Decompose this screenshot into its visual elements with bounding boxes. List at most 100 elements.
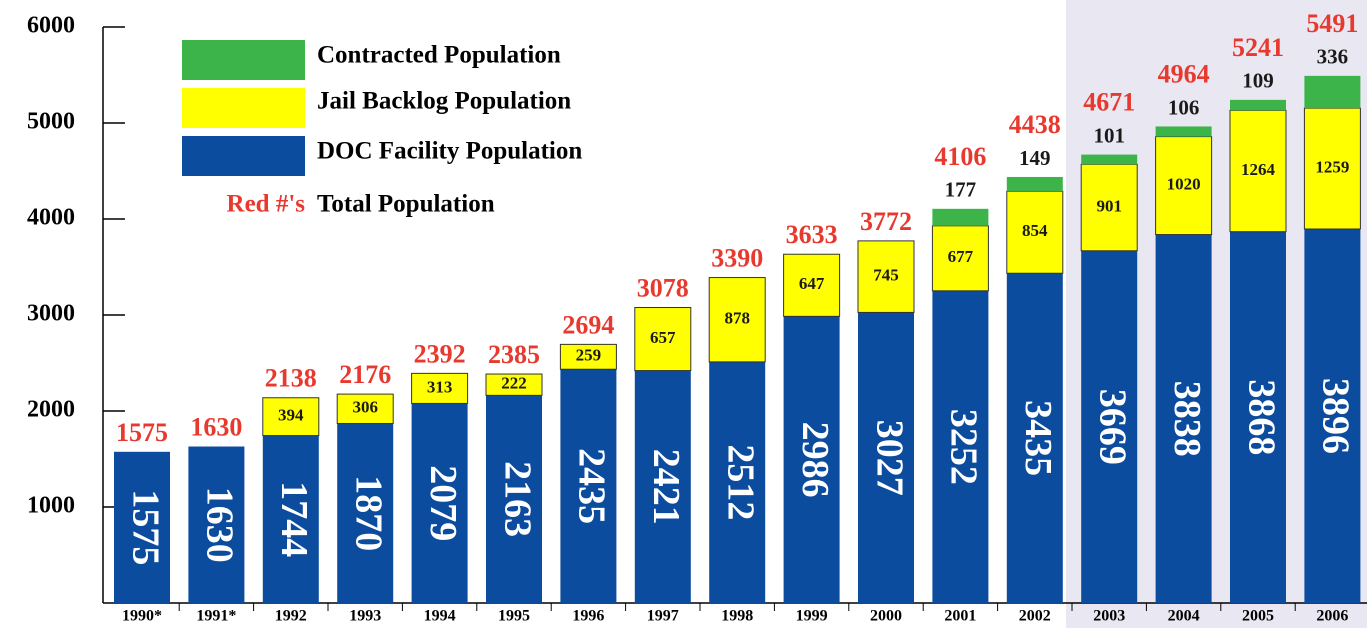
bar-segment <box>411 372 469 404</box>
bar-value-label: 259 <box>576 346 602 365</box>
total-label: 2385 <box>488 340 540 369</box>
x-tick-label: 2003 <box>1093 608 1125 625</box>
bar-segment <box>1304 228 1361 603</box>
bar-value-label: 1020 <box>1167 174 1201 193</box>
legend-label: DOC Facility Population <box>317 138 582 165</box>
bar-value-label: 3669 <box>1091 389 1133 465</box>
y-tick-label: 5000 <box>27 109 75 135</box>
total-label: 2138 <box>265 364 317 393</box>
bar-value-label: 2435 <box>571 448 613 524</box>
x-tick-label: 1991* <box>196 608 236 625</box>
bar-segment <box>932 208 989 226</box>
bar-value-label: 677 <box>948 247 974 266</box>
legend-marker: Red #'s <box>227 191 306 218</box>
bar-value-label: 306 <box>352 398 378 417</box>
bar-segment <box>485 373 543 396</box>
total-label: 3390 <box>711 244 763 273</box>
bar-segment <box>337 423 394 603</box>
bar-segment <box>1080 163 1138 252</box>
bar-segment <box>114 451 170 603</box>
y-tick-label: 2000 <box>27 397 75 423</box>
bar-segment <box>857 240 915 313</box>
bar-segment <box>783 253 841 317</box>
bar-segment <box>1081 250 1138 603</box>
total-label: 2392 <box>414 339 466 368</box>
bar-value-label: 3435 <box>1017 400 1059 476</box>
bar-segment <box>709 361 766 603</box>
bar-segment <box>1006 176 1063 192</box>
x-tick-label: 2000 <box>870 608 902 625</box>
legend-label: Contracted Population <box>317 42 561 69</box>
total-label: 1630 <box>190 412 242 441</box>
x-tick-label: 2004 <box>1168 608 1200 625</box>
bar-value-label: 1630 <box>199 487 241 563</box>
y-tick-label: 3000 <box>27 301 75 327</box>
total-label: 4106 <box>934 142 986 171</box>
x-tick-label: 2002 <box>1019 608 1051 625</box>
bar-value-label: 1744 <box>273 481 315 557</box>
bar-value-label: 2079 <box>422 465 464 541</box>
total-label: 5491 <box>1306 9 1358 38</box>
total-label: 4438 <box>1009 110 1061 139</box>
bar-value-label: 2421 <box>645 449 687 525</box>
bar-value-label: 878 <box>724 309 750 328</box>
bar-segment <box>560 369 617 603</box>
y-tick-label: 6000 <box>27 13 75 39</box>
bar-value-label: 1259 <box>1315 157 1349 176</box>
bar-segment <box>1155 126 1212 137</box>
bar-value-label: 2986 <box>794 422 836 498</box>
total-label: 3772 <box>860 207 912 236</box>
bar-segment <box>931 225 989 292</box>
x-tick-label: 1992 <box>275 608 307 625</box>
total-label: 3633 <box>786 220 838 249</box>
bar-segment <box>411 403 468 603</box>
x-tick-label: 1993 <box>349 608 381 625</box>
bar-value-label: 2512 <box>719 444 761 520</box>
bar-value-label: 109 <box>1242 69 1274 93</box>
x-tick-label: 2001 <box>944 608 976 625</box>
bar-value-label: 1264 <box>1241 160 1276 179</box>
bar-value-label: 177 <box>945 178 977 202</box>
total-label: 1575 <box>116 418 168 447</box>
bar-value-label: 149 <box>1019 146 1051 170</box>
x-tick-label: 1990* <box>122 608 162 625</box>
bar-segment <box>262 435 319 603</box>
legend-swatch <box>182 40 305 80</box>
bar-value-label: 3027 <box>868 420 910 496</box>
bar-segment <box>1230 99 1286 111</box>
bar-value-label: 2163 <box>496 461 538 537</box>
bar-value-label: 854 <box>1022 221 1048 240</box>
bar-value-label: 3868 <box>1240 379 1282 455</box>
x-tick-label: 2006 <box>1316 608 1348 625</box>
bar-segment <box>336 393 394 424</box>
total-label: 4671 <box>1083 88 1135 117</box>
x-tick-label: 1998 <box>721 608 753 625</box>
bar-segment <box>1230 231 1286 603</box>
bar-segment <box>486 395 542 603</box>
bar-segment <box>188 446 245 603</box>
bar-segment <box>1081 154 1138 165</box>
total-label: 3078 <box>637 273 689 302</box>
bar-segment <box>708 277 766 363</box>
bar-segment <box>559 343 617 370</box>
bar-value-label: 1870 <box>347 475 389 551</box>
bar-segment <box>1155 234 1212 603</box>
bar-value-label: 222 <box>501 374 527 393</box>
legend-label: Total Population <box>317 191 495 218</box>
x-tick-label: 1996 <box>572 608 604 625</box>
bar-segment <box>858 312 914 603</box>
bar-value-label: 3838 <box>1166 381 1208 457</box>
x-tick-label: 1997 <box>647 608 679 625</box>
bar-value-label: 3896 <box>1315 378 1357 454</box>
x-tick-label: 2005 <box>1242 608 1274 625</box>
bar-segment <box>783 316 840 603</box>
total-label: 2176 <box>339 360 391 389</box>
bar-value-label: 901 <box>1096 196 1122 215</box>
bar-segment <box>932 290 989 603</box>
legend-label: Jail Backlog Population <box>317 88 571 115</box>
bar-segment <box>1303 107 1361 230</box>
bar-segment <box>634 370 691 603</box>
bar-value-label: 647 <box>799 274 825 293</box>
y-tick-label: 1000 <box>27 493 75 519</box>
